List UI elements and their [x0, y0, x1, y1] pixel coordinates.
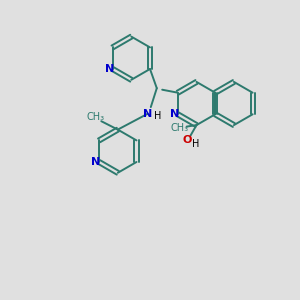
Text: N: N — [92, 157, 101, 167]
Text: H: H — [154, 111, 161, 121]
Text: CH₃: CH₃ — [86, 112, 104, 122]
Text: CH₃: CH₃ — [171, 123, 189, 133]
Text: N: N — [105, 64, 114, 74]
Text: H: H — [192, 139, 200, 149]
Text: N: N — [143, 109, 152, 119]
Text: N: N — [169, 109, 179, 119]
Text: O: O — [183, 135, 192, 145]
